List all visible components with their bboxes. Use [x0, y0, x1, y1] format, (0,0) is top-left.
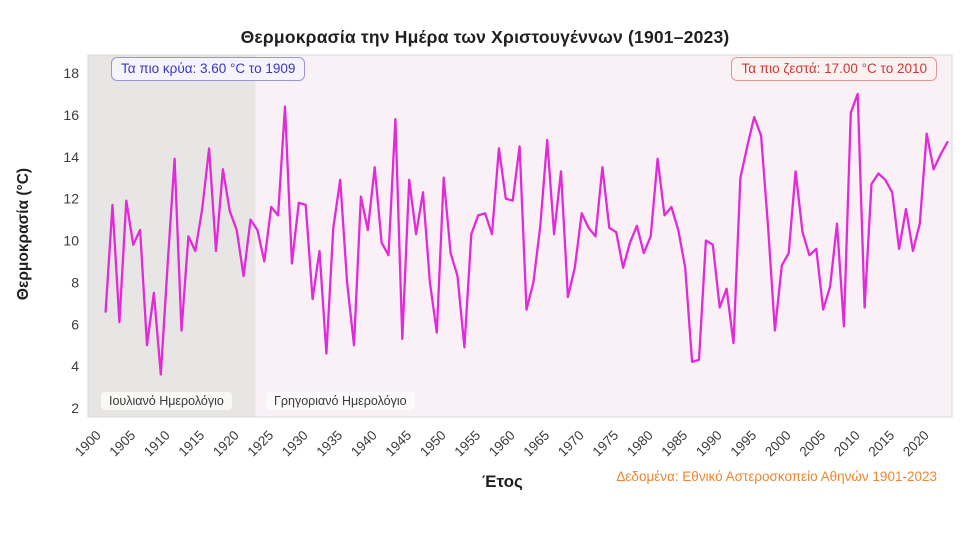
x-tick-label: 1905: [106, 428, 138, 460]
y-axis-tick-labels: 2 4 6 8 10 12 14 16 18: [63, 65, 79, 416]
x-axis-label: Έτος: [482, 472, 523, 491]
y-tick-label: 18: [63, 65, 79, 81]
temperature-line-series: [104, 92, 949, 376]
x-tick-label: 1915: [175, 428, 207, 460]
x-tick-label: 2010: [831, 428, 863, 460]
y-tick-label: 6: [71, 316, 79, 332]
x-tick-label: 1985: [658, 428, 690, 460]
x-tick-label: 2000: [762, 428, 794, 460]
x-tick-label: 2015: [865, 428, 897, 460]
x-tick-label: 1920: [210, 428, 242, 460]
x-tick-label: 1930: [279, 428, 311, 460]
x-tick-label: 2005: [796, 428, 828, 460]
coldest-annotation-box: Τα πιο κρύα: 3.60 °C το 1909: [111, 57, 306, 81]
x-tick-label: 1965: [520, 428, 552, 460]
x-tick-label: 1960: [486, 428, 518, 460]
warmest-annotation-box: Τα πιο ζεστά: 17.00 °C το 2010: [731, 57, 937, 81]
x-tick-label: 1945: [382, 428, 414, 460]
data-attribution: Δεδομένα: Εθνικό Αστεροσκοπείο Αθηνών 19…: [616, 469, 937, 484]
x-tick-label: 1955: [451, 428, 483, 460]
x-tick-label: 1990: [693, 428, 725, 460]
plot-border: [87, 54, 953, 418]
y-tick-label: 12: [63, 191, 79, 207]
y-tick-label: 4: [71, 358, 79, 374]
x-tick-label: 1970: [555, 428, 587, 460]
x-tick-label: 1995: [727, 428, 759, 460]
x-tick-label: 1940: [348, 428, 380, 460]
y-tick-label: 2: [71, 400, 79, 416]
x-tick-label: 1950: [417, 428, 449, 460]
x-tick-label: 1935: [313, 428, 345, 460]
gregorian-calendar-label: Γρηγοριανό Ημερολόγιο: [266, 392, 415, 410]
y-tick-label: 8: [71, 274, 79, 290]
y-axis-label: Θερμοκρασία (°C): [15, 167, 32, 301]
x-tick-label: 1980: [624, 428, 656, 460]
julian-calendar-label: Ιουλιανό Ημερολόγιο: [101, 392, 232, 410]
y-tick-label: 16: [63, 107, 79, 123]
julian-calendar-band: [88, 55, 256, 417]
x-tick-label: 2020: [900, 428, 932, 460]
x-tick-label: 1910: [141, 428, 173, 460]
x-tick-label: 1900: [72, 428, 104, 460]
x-tick-label: 1925: [244, 428, 276, 460]
y-tick-label: 14: [63, 149, 79, 165]
x-axis-tick-labels: 1900 1905 1910 1915 1920 1925 1930 1935 1940 1945…: [72, 428, 932, 460]
x-tick-label: 1975: [589, 428, 621, 460]
y-tick-label: 10: [63, 233, 79, 249]
chart-title: Θερμοκρασία την Ημέρα των Χριστουγέννων …: [240, 27, 730, 47]
